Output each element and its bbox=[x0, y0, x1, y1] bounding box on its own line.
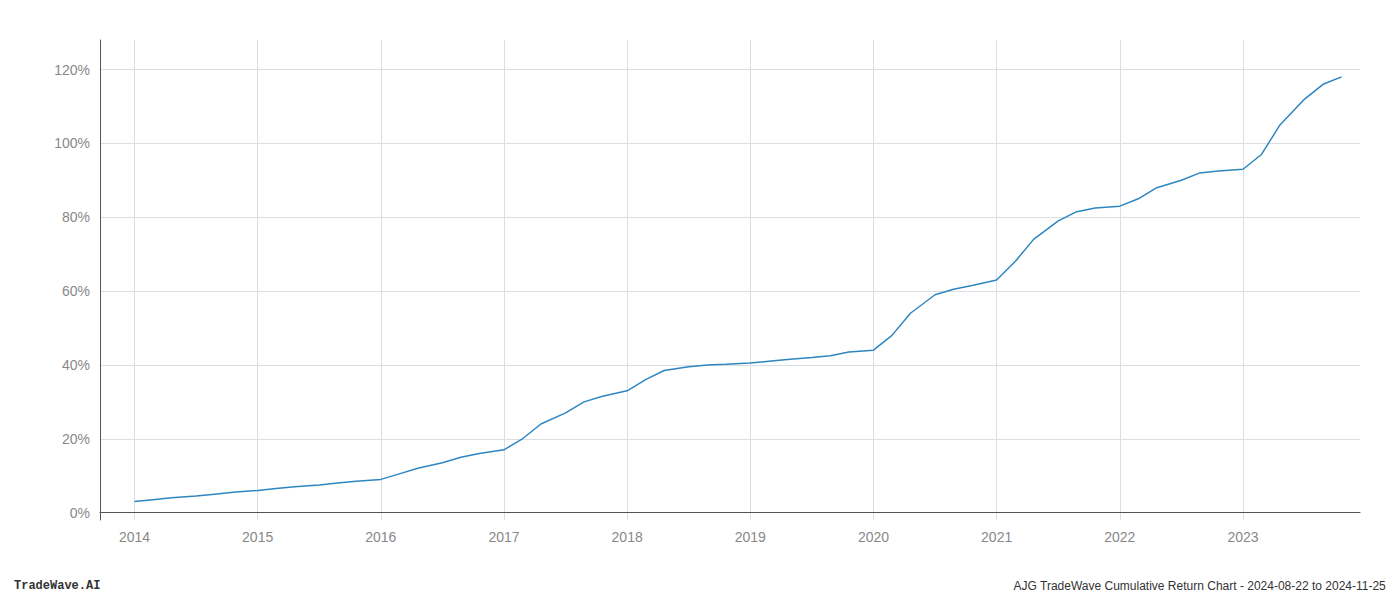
svg-text:2015: 2015 bbox=[242, 529, 273, 545]
svg-text:2014: 2014 bbox=[119, 529, 150, 545]
svg-text:60%: 60% bbox=[62, 283, 90, 299]
svg-text:40%: 40% bbox=[62, 357, 90, 373]
svg-text:2019: 2019 bbox=[735, 529, 766, 545]
svg-text:120%: 120% bbox=[54, 62, 90, 78]
svg-text:TradeWave.AI: TradeWave.AI bbox=[14, 579, 100, 593]
svg-text:0%: 0% bbox=[70, 505, 90, 521]
svg-text:2023: 2023 bbox=[1227, 529, 1258, 545]
svg-text:80%: 80% bbox=[62, 209, 90, 225]
svg-text:AJG TradeWave Cumulative Retur: AJG TradeWave Cumulative Return Chart - … bbox=[1014, 579, 1387, 593]
svg-text:2020: 2020 bbox=[858, 529, 889, 545]
svg-text:2016: 2016 bbox=[365, 529, 396, 545]
svg-text:2021: 2021 bbox=[981, 529, 1012, 545]
svg-text:2018: 2018 bbox=[612, 529, 643, 545]
svg-text:2017: 2017 bbox=[488, 529, 519, 545]
svg-text:2022: 2022 bbox=[1104, 529, 1135, 545]
svg-text:100%: 100% bbox=[54, 135, 90, 151]
svg-text:20%: 20% bbox=[62, 431, 90, 447]
